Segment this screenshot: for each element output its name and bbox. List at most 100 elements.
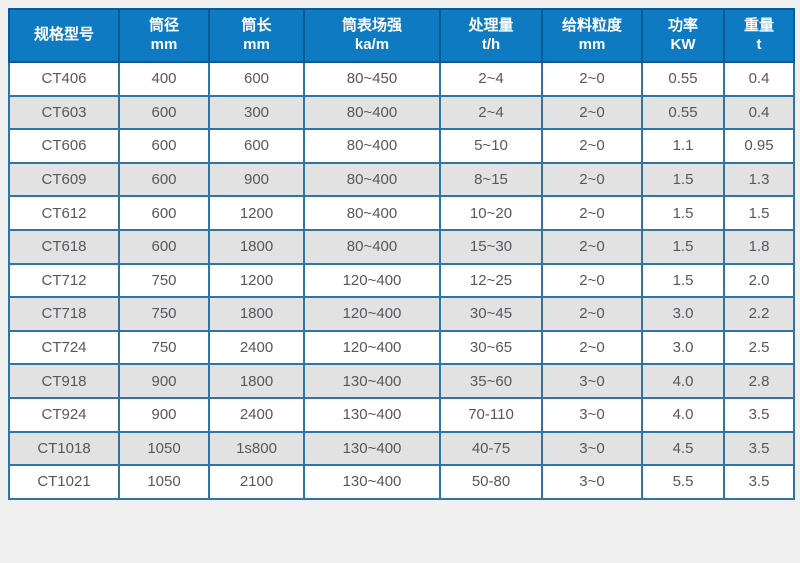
column-title: 重量 [743, 16, 774, 34]
column-header-5: 处理量 t/h [439, 8, 543, 63]
table-cell: 2~0 [541, 262, 643, 299]
column-unit: mm [243, 35, 270, 53]
table-row: CT718 750 1800 120~400 30~45 2~0 3.0 2.2 [8, 296, 795, 332]
table-cell: 1050 [118, 430, 210, 467]
column-unit: t [756, 35, 762, 53]
table-cell: 750 [118, 296, 210, 332]
model-cell: CT406 [8, 61, 120, 97]
table-row: CT918 900 1800 130~400 35~60 3~0 4.0 2.8 [8, 363, 795, 399]
table-cell: 50-80 [439, 464, 543, 500]
table-cell: 1.5 [723, 195, 795, 231]
table-cell: 120~400 [303, 262, 441, 299]
table-row: CT612 600 1200 80~400 10~20 2~0 1.5 1.5 [8, 195, 795, 231]
model-cell: CT1018 [8, 430, 120, 467]
table-cell: 0.95 [723, 128, 795, 164]
table-row: CT618 600 1800 80~400 15~30 2~0 1.5 1.8 [8, 228, 795, 265]
table-cell: 5~10 [439, 128, 543, 164]
table-cell: 1.3 [723, 161, 795, 198]
model-cell: CT918 [8, 363, 120, 399]
table-cell: 750 [118, 329, 210, 366]
table-cell: 80~400 [303, 128, 441, 164]
table-cell: 900 [208, 161, 305, 198]
table-cell: 3.0 [641, 329, 725, 366]
table-cell: 5.5 [641, 464, 725, 500]
table-cell: 15~30 [439, 228, 543, 265]
table-cell: 1050 [118, 464, 210, 500]
table-cell: 2.2 [723, 296, 795, 332]
table-cell: 2~0 [541, 329, 643, 366]
table-cell: 1.5 [641, 262, 725, 299]
table-cell: 3~0 [541, 396, 643, 433]
table-cell: 2400 [208, 396, 305, 433]
table-cell: 0.4 [723, 61, 795, 97]
column-header-8: 重量 t [723, 8, 795, 63]
model-cell: CT609 [8, 161, 120, 198]
table-cell: 4.0 [641, 363, 725, 399]
table-row: CT1021 1050 2100 130~400 50-80 3~0 5.5 3.5 [8, 464, 795, 500]
column-header-7: 功率 KW [641, 8, 725, 63]
table-cell: 80~400 [303, 195, 441, 231]
column-unit: KW [670, 35, 696, 53]
model-cell: CT924 [8, 396, 120, 433]
table-cell: 600 [118, 128, 210, 164]
table-row: CT609 600 900 80~400 8~15 2~0 1.5 1.3 [8, 161, 795, 198]
table-cell: 600 [118, 195, 210, 231]
model-cell: CT1021 [8, 464, 120, 500]
table-cell: 600 [208, 128, 305, 164]
table-cell: 900 [118, 363, 210, 399]
table-cell: 70-110 [439, 396, 543, 433]
column-header-6: 给料粒度 mm [541, 8, 643, 63]
column-header-1: 规格型号 [8, 8, 120, 63]
table-cell: 400 [118, 61, 210, 97]
table-cell: 4.5 [641, 430, 725, 467]
table-cell: 3.5 [723, 430, 795, 467]
table-cell: 8~15 [439, 161, 543, 198]
column-title: 规格型号 [33, 26, 94, 44]
table-cell: 0.4 [723, 94, 795, 131]
table-cell: 1.5 [641, 228, 725, 265]
table-cell: 600 [118, 228, 210, 265]
table-cell: 3.0 [641, 296, 725, 332]
column-title: 处理量 [468, 16, 514, 34]
column-title: 功率 [667, 16, 698, 34]
table-cell: 750 [118, 262, 210, 299]
table-cell: 0.55 [641, 94, 725, 131]
table-cell: 1s800 [208, 430, 305, 467]
table-cell: 1.5 [641, 195, 725, 231]
table-cell: 30~65 [439, 329, 543, 366]
table-cell: 2.0 [723, 262, 795, 299]
header-row: 规格型号 筒径 mm 筒长 mm 筒表场强 ka/m 处理量 t/h 给料粒度 mm 功率 KW 重量 t [8, 8, 795, 63]
table-cell: 1800 [208, 363, 305, 399]
column-title: 给料粒度 [561, 16, 622, 34]
table-cell: 2400 [208, 329, 305, 366]
table-cell: 1.5 [641, 161, 725, 198]
table-cell: 2.8 [723, 363, 795, 399]
model-cell: CT718 [8, 296, 120, 332]
column-title: 筒径 [148, 16, 179, 34]
column-title: 筒表场强 [341, 16, 402, 34]
table-cell: 3~0 [541, 363, 643, 399]
table-row: CT724 750 2400 120~400 30~65 2~0 3.0 2.5 [8, 329, 795, 366]
table-cell: 130~400 [303, 363, 441, 399]
spec-table: 规格型号 筒径 mm 筒长 mm 筒表场强 ka/m 处理量 t/h 给料粒度 mm 功率 KW 重量 t … [8, 8, 795, 500]
table-cell: 0.55 [641, 61, 725, 97]
table-cell: 2~4 [439, 61, 543, 97]
table-cell: 4.0 [641, 396, 725, 433]
table-cell: 130~400 [303, 396, 441, 433]
table-cell: 1800 [208, 296, 305, 332]
column-header-3: 筒长 mm [208, 8, 305, 63]
table-cell: 120~400 [303, 296, 441, 332]
table-cell: 35~60 [439, 363, 543, 399]
table-row: CT406 400 600 80~450 2~4 2~0 0.55 0.4 [8, 61, 795, 97]
column-header-2: 筒径 mm [118, 8, 210, 63]
table-cell: 900 [118, 396, 210, 433]
model-cell: CT618 [8, 228, 120, 265]
table-cell: 130~400 [303, 464, 441, 500]
table-cell: 1.8 [723, 228, 795, 265]
table-cell: 3~0 [541, 464, 643, 500]
column-unit: mm [150, 35, 178, 53]
table-cell: 1.1 [641, 128, 725, 164]
table-cell: 2.5 [723, 329, 795, 366]
table-cell: 2~0 [541, 128, 643, 164]
